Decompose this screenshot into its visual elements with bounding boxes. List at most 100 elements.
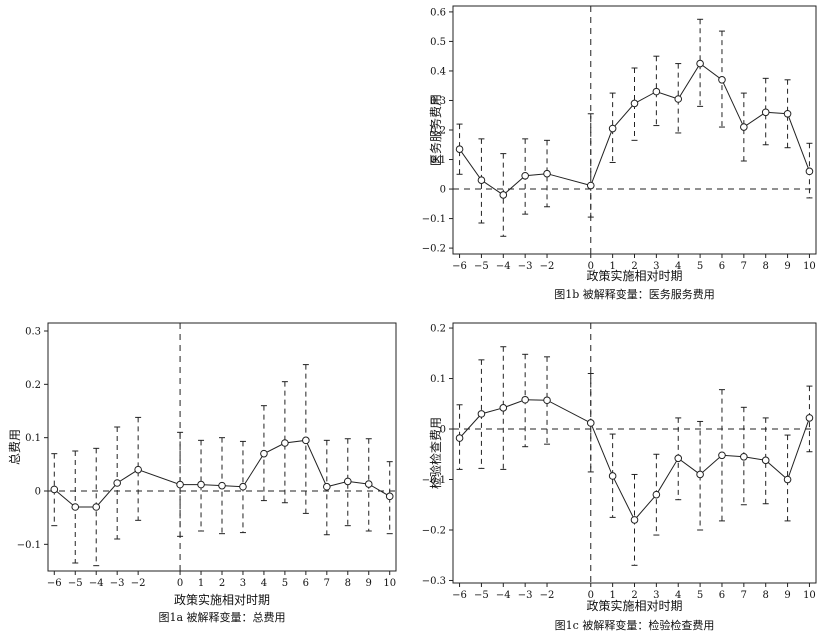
estimate-point: [521, 395, 529, 404]
estimate-point: [92, 503, 101, 511]
estimate-point: [113, 479, 121, 487]
estimate-point: [499, 191, 508, 199]
x-tick-label: −3: [518, 261, 533, 272]
x-tick-label: 10: [803, 590, 816, 601]
estimate-point: [50, 485, 59, 494]
estimate-point: [652, 490, 661, 499]
estimate-point: [197, 480, 205, 489]
estimate-point: [718, 451, 726, 460]
estimate-point: [783, 109, 792, 118]
y-axis-label: 医务服务费用: [428, 94, 443, 166]
estimate-point: [740, 123, 748, 131]
estimate-point: [652, 87, 661, 96]
x-tick-label: −6: [452, 261, 467, 272]
plot-frame: [452, 5, 817, 255]
estimate-point: [543, 169, 551, 178]
x-tick-label: 1: [609, 590, 615, 601]
x-tick-label: 6: [719, 261, 725, 272]
y-tick-label: −0.1: [422, 475, 446, 486]
x-tick-label: 9: [784, 261, 790, 272]
estimate-line: [53, 439, 390, 508]
estimate-point: [543, 396, 551, 405]
estimate-point: [176, 480, 184, 489]
y-tick-label: 0.1: [430, 374, 446, 385]
estimate-line: [459, 62, 810, 196]
x-tick-label: 3: [240, 578, 246, 589]
x-tick-label: 5: [697, 590, 703, 601]
estimate-point: [586, 181, 595, 190]
figure-caption: 图1b 被解释变量：医务服务费用: [554, 287, 715, 301]
estimate-point: [630, 99, 639, 108]
x-tick-label: −4: [89, 578, 104, 589]
x-tick-label: 3: [653, 261, 659, 272]
chart-panel-1b: −0.2 −0.1 0 0.1 0.2 0.3 0.4 0.5 0.6 −6 −5 −4 −3 −2 0 1 2…: [422, 5, 817, 301]
estimate-point: [761, 456, 770, 465]
y-tick-label: 0.3: [430, 96, 446, 107]
x-tick-label: −5: [474, 261, 489, 272]
estimate-point: [260, 449, 268, 458]
chart-panel-1a: −0.1 0 0.1 0.2 0.3 −6 −5 −4 −3 −2 0 1 2 3 4 5 6 7 8 9 10 政策实施…: [8, 322, 397, 624]
x-tick-label: 8: [763, 261, 769, 272]
x-tick-label: 7: [741, 261, 747, 272]
estimate-point: [281, 439, 289, 447]
x-tick-label: −6: [47, 578, 62, 589]
x-tick-label: −2: [131, 578, 146, 589]
estimate-point: [323, 482, 331, 491]
y-tick-label: 0.4: [430, 66, 446, 77]
x-tick-label: −4: [496, 261, 511, 272]
estimate-point: [718, 76, 726, 84]
y-tick-label: −0.1: [422, 214, 446, 225]
x-tick-label: 9: [784, 590, 790, 601]
estimate-point: [761, 108, 770, 117]
y-tick-label: −0.3: [422, 576, 446, 587]
x-tick-label: −6: [452, 590, 467, 601]
estimate-point: [239, 482, 247, 491]
x-tick-label: 2: [631, 590, 637, 601]
estimate-point: [696, 470, 704, 479]
x-tick-label: 7: [324, 578, 330, 589]
estimate-point: [805, 167, 814, 176]
estimate-point: [218, 481, 226, 490]
x-tick-label: 5: [697, 261, 703, 272]
x-tick-label: 2: [219, 578, 225, 589]
estimate-point: [608, 472, 617, 480]
x-tick-label: −5: [474, 590, 489, 601]
chart-panel-1c: −0.3 −0.2 −0.1 0 0.1 0.2 −6 −5 −4 −3 −2 0 1 2 3 4 5 6 7 8 9 1…: [422, 322, 817, 632]
x-tick-label: 4: [675, 590, 681, 601]
estimate-point: [364, 480, 373, 488]
figure-caption: 图1c 被解释变量：检验检查费用: [555, 618, 715, 632]
y-tick-label: 0.2: [25, 380, 41, 391]
y-tick-label: 0.5: [430, 37, 446, 48]
x-tick-label: −3: [518, 590, 533, 601]
x-tick-label: 4: [675, 261, 681, 272]
x-tick-label: 5: [282, 578, 288, 589]
estimate-line: [459, 399, 810, 521]
y-tick-label: 0.3: [25, 327, 41, 338]
figure-caption: 图1a 被解释变量：总费用: [158, 610, 285, 624]
estimate-point: [455, 145, 464, 153]
estimate-point: [630, 516, 639, 524]
x-tick-label: 0: [588, 261, 594, 272]
x-tick-label: 0: [588, 590, 594, 601]
x-tick-label: 2: [631, 261, 637, 272]
x-tick-label: 10: [803, 261, 816, 272]
estimate-point: [586, 419, 595, 427]
y-axis-label: 检验检查费用: [428, 417, 443, 489]
estimate-point: [674, 454, 683, 463]
x-tick-label: 0: [177, 578, 183, 589]
y-tick-label: 0.2: [430, 324, 446, 335]
x-tick-label: 7: [741, 590, 747, 601]
x-tick-label: 6: [719, 590, 725, 601]
estimate-point: [302, 436, 310, 445]
x-tick-label: −2: [540, 590, 555, 601]
x-tick-label: 3: [653, 590, 659, 601]
x-axis-label: 政策实施相对时期: [174, 592, 270, 607]
estimate-point: [740, 452, 748, 461]
y-tick-label: 0: [440, 185, 446, 196]
estimate-point: [696, 59, 704, 68]
estimate-point: [455, 434, 464, 442]
y-tick-label: 0.1: [25, 433, 41, 444]
estimate-point: [134, 465, 142, 474]
estimate-point: [499, 404, 508, 412]
